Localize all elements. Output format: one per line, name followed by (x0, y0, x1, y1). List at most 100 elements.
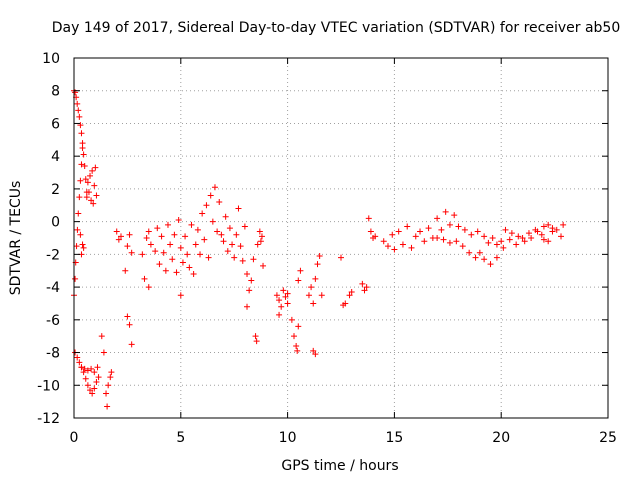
data-point (74, 100, 81, 107)
data-point (241, 223, 248, 230)
data-point (235, 205, 242, 212)
data-point (84, 382, 91, 389)
data-point (256, 228, 263, 235)
data-point (291, 333, 298, 340)
data-point (305, 292, 312, 299)
data-point (481, 256, 488, 263)
data-point (79, 145, 86, 151)
plot-frame (73, 57, 609, 419)
data-point (126, 231, 133, 238)
data-point (76, 194, 83, 201)
data-point (246, 287, 253, 294)
data-point (85, 189, 92, 196)
data-point (244, 303, 251, 310)
data-point (156, 261, 163, 268)
data-point (92, 164, 99, 171)
y-tick-label: -6 (46, 313, 60, 329)
data-point (438, 226, 445, 233)
data-point (194, 226, 201, 233)
x-tick-label: 10 (279, 430, 297, 446)
y-tick-label: 4 (51, 149, 60, 165)
data-point (80, 151, 87, 158)
data-point (88, 365, 95, 372)
x-tick-label: 15 (385, 430, 403, 446)
data-point (502, 226, 509, 233)
data-point (91, 369, 98, 376)
data-point (160, 249, 167, 256)
data-point (440, 236, 447, 243)
data-point (295, 277, 302, 284)
data-point (95, 374, 102, 381)
axis-ticks (73, 57, 609, 419)
data-point (391, 246, 398, 253)
data-point (117, 233, 124, 240)
data-point (77, 122, 84, 129)
data-point (312, 275, 319, 282)
data-point (474, 228, 481, 235)
data-point (175, 217, 182, 223)
data-point (220, 238, 227, 245)
data-point (389, 231, 396, 238)
data-point (493, 241, 500, 248)
data-point (446, 239, 453, 246)
data-point (76, 359, 83, 366)
data-point (506, 236, 513, 243)
data-point (560, 221, 567, 228)
data-point (173, 269, 180, 276)
data-point (553, 226, 560, 233)
data-point (408, 244, 415, 251)
data-point (104, 403, 111, 410)
data-point (538, 231, 545, 238)
data-point (498, 238, 505, 245)
data-point (257, 238, 264, 245)
data-point (152, 248, 159, 255)
data-point (425, 225, 432, 232)
data-point (169, 256, 176, 263)
data-point (184, 251, 191, 258)
data-point (258, 233, 265, 240)
data-point (252, 333, 259, 340)
data-point (186, 264, 193, 271)
data-point (493, 254, 500, 261)
data-point (384, 243, 391, 250)
data-point (94, 364, 101, 371)
data-point (487, 261, 494, 268)
data-point (380, 238, 387, 245)
data-point (472, 254, 479, 261)
data-point (197, 251, 204, 258)
data-point (515, 233, 522, 240)
data-point (128, 341, 135, 348)
data-point (74, 354, 81, 361)
data-point (100, 349, 107, 356)
data-point (115, 236, 122, 243)
data-point (89, 390, 96, 397)
data-point (222, 213, 229, 220)
data-point (434, 235, 441, 241)
data-point (314, 261, 321, 268)
data-point (216, 199, 223, 205)
data-point (239, 257, 246, 264)
data-point (98, 333, 105, 340)
data-point (84, 367, 91, 374)
data-point (190, 271, 197, 277)
data-point (248, 277, 255, 284)
data-point (540, 236, 547, 243)
data-point (528, 235, 535, 241)
data-point (451, 212, 458, 219)
data-point (466, 249, 473, 256)
data-point (72, 275, 79, 282)
data-point (282, 293, 289, 300)
data-point (348, 289, 355, 295)
data-point (82, 375, 89, 382)
data-point (284, 290, 291, 297)
data-point (164, 221, 171, 228)
data-point (260, 262, 267, 269)
data-point (363, 284, 370, 291)
data-point (421, 238, 428, 245)
data-point (276, 297, 283, 304)
data-point (312, 351, 319, 358)
y-tick-label: -8 (46, 346, 60, 362)
data-point (87, 172, 94, 179)
y-tick-label: 2 (51, 182, 60, 198)
